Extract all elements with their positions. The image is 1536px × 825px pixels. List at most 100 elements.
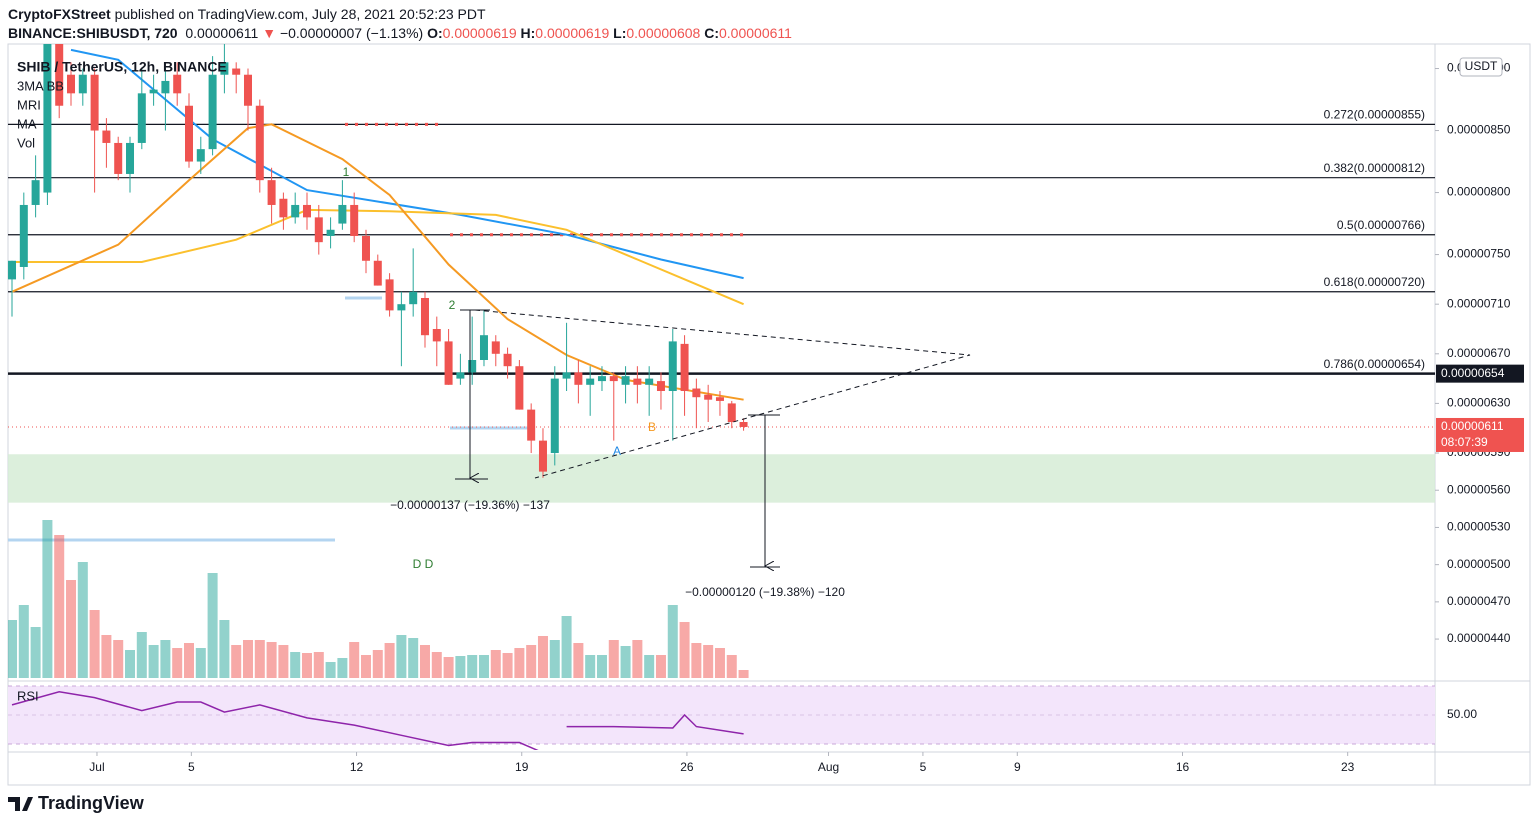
- candle-body: [326, 229, 335, 236]
- c-label: C:: [704, 25, 719, 41]
- candle-body: [704, 394, 713, 400]
- volume-bar: [66, 580, 77, 678]
- candle-body: [491, 341, 500, 354]
- candle-body: [420, 297, 429, 336]
- volume-bar: [596, 655, 607, 678]
- candle-body: [586, 378, 595, 385]
- candle-body: [137, 93, 146, 143]
- volume-bar: [148, 645, 159, 678]
- c: 0.00000611: [719, 25, 792, 41]
- l-label: L:: [613, 25, 627, 41]
- volume-bar: [644, 655, 655, 678]
- volume-bar: [455, 656, 466, 678]
- header-line-2: BINANCE:SHIBUSDT, 720 0.00000611 ▼ −0.00…: [8, 25, 792, 41]
- candle-body: [31, 180, 40, 205]
- candle-body: [232, 68, 241, 75]
- candle-body: [633, 378, 642, 385]
- volume-bar: [490, 650, 501, 678]
- level-badge-label: 0.00000654: [1441, 366, 1505, 380]
- volume-bar: [372, 650, 383, 678]
- candle-body: [19, 204, 28, 267]
- countdown: 08:07:39: [1441, 435, 1488, 449]
- fib-label: 0.5(0.00000766): [1337, 218, 1425, 232]
- candle-body: [114, 142, 123, 174]
- volume-bar: [266, 642, 277, 678]
- candle-body: [527, 409, 536, 441]
- candle-body: [550, 378, 559, 454]
- candle-body: [432, 328, 441, 342]
- volume-bar: [42, 520, 53, 678]
- header-line-1: CryptoFXStreet published on TradingView.…: [8, 6, 486, 22]
- x-tick-label: 5: [188, 760, 195, 774]
- h: 0.00000619: [535, 25, 610, 41]
- currency: USDT: [1465, 59, 1498, 73]
- volume-bar: [526, 645, 537, 678]
- brand: TradingView: [38, 793, 145, 813]
- last-price-badge: [1436, 417, 1524, 452]
- candle-body: [597, 376, 606, 382]
- o-label: O:: [427, 25, 443, 41]
- last-price-label: 0.00000611: [1441, 419, 1504, 433]
- candle-body: [656, 381, 665, 392]
- h-label: H:: [520, 25, 536, 41]
- triangle: [474, 309, 971, 479]
- volume-bar: [8, 620, 18, 678]
- symbol: BINANCE:SHIBUSDT, 720: [8, 25, 178, 41]
- legend-entry: Vol: [17, 135, 35, 150]
- x-tick-label: 16: [1176, 760, 1190, 774]
- y-tick-label: 0.00000670: [1447, 346, 1511, 360]
- moving-average: [70, 48, 744, 280]
- volume-bar: [160, 640, 171, 678]
- y-tick-label: 0.00000560: [1447, 482, 1511, 496]
- volume-bar: [514, 648, 525, 678]
- candle-body: [243, 74, 252, 106]
- arrow: ▼: [262, 25, 277, 41]
- volume-bar: [549, 640, 560, 678]
- candle-body: [479, 335, 488, 360]
- volume-bar: [573, 643, 584, 678]
- volume-bar: [172, 648, 183, 678]
- volume-bar: [89, 610, 100, 678]
- candle-body: [67, 74, 76, 94]
- volume-bar: [301, 653, 312, 678]
- volume-bar: [231, 645, 242, 678]
- volume-bar: [242, 640, 253, 678]
- y-tick-label: 0.00000630: [1447, 396, 1511, 410]
- volume-bar: [738, 670, 749, 678]
- annotation: D D: [413, 557, 434, 571]
- candle-body: [609, 376, 618, 382]
- volume-bar: [184, 643, 195, 678]
- x-tick-label: Aug: [818, 760, 839, 774]
- candle-body: [645, 378, 654, 385]
- candle-body: [361, 235, 370, 261]
- published: published on TradingView.com, July 28, 2…: [110, 6, 486, 22]
- logo: [8, 797, 33, 811]
- legend-entry: 3MA BB: [17, 78, 64, 93]
- volume-bar: [691, 643, 702, 678]
- candle-body: [574, 372, 583, 385]
- volume-bar: [502, 653, 513, 678]
- moving-average: [11, 123, 744, 401]
- legend-entry: MRI: [17, 97, 41, 112]
- main-pane: 0.272(0.00000855) 0.382(0.00000812) 0.5(0.…: [8, 44, 1435, 678]
- fib-label: 0.272(0.00000855): [1324, 108, 1425, 122]
- drawings: [455, 309, 971, 567]
- level-badge: [1436, 364, 1524, 383]
- y-tick-label: 0.00000470: [1447, 594, 1511, 608]
- candle-body: [385, 279, 394, 311]
- candle-body: [279, 198, 288, 218]
- candle-body: [208, 74, 217, 150]
- volume-bar: [325, 662, 336, 678]
- candle-body: [727, 403, 736, 423]
- volume-bar: [136, 632, 147, 678]
- candle-body: [126, 142, 135, 174]
- candle-body: [444, 341, 453, 385]
- support-zone: [8, 454, 1435, 503]
- volume-bar: [349, 642, 360, 678]
- rsi-line: [11, 691, 744, 750]
- volume-bar: [679, 622, 690, 678]
- l: 0.00000608: [626, 25, 701, 41]
- candle-body: [409, 291, 418, 305]
- y-tick-label: 0.00000440: [1447, 631, 1511, 645]
